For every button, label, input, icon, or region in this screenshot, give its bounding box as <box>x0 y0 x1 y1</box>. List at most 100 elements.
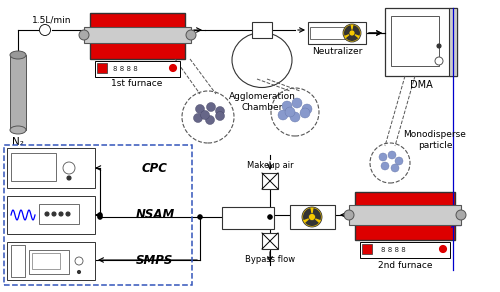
Bar <box>391 16 439 66</box>
Bar <box>290 205 335 229</box>
Bar <box>11 153 56 181</box>
Circle shape <box>52 212 56 216</box>
Circle shape <box>216 107 224 116</box>
Text: Bypass flow: Bypass flow <box>245 256 295 265</box>
Bar <box>7 148 95 188</box>
Bar <box>95 61 180 77</box>
Circle shape <box>206 116 214 124</box>
Text: DMA: DMA <box>410 80 432 90</box>
Circle shape <box>381 162 389 170</box>
Circle shape <box>200 110 209 119</box>
Circle shape <box>388 151 396 159</box>
Bar <box>10 55 26 130</box>
Circle shape <box>45 212 49 216</box>
Bar <box>360 242 450 258</box>
Circle shape <box>300 108 310 118</box>
Bar <box>90 13 185 59</box>
Bar <box>310 27 346 39</box>
Circle shape <box>440 246 446 253</box>
Wedge shape <box>312 208 321 220</box>
Wedge shape <box>344 25 352 36</box>
Circle shape <box>216 112 224 121</box>
Bar <box>449 8 457 76</box>
Bar <box>7 196 95 234</box>
Circle shape <box>63 162 75 174</box>
Circle shape <box>206 102 216 112</box>
Text: Agglomeration
Chamber: Agglomeration Chamber <box>228 92 296 112</box>
Circle shape <box>67 176 71 180</box>
Bar <box>362 244 372 254</box>
Wedge shape <box>303 208 312 220</box>
Circle shape <box>344 210 354 220</box>
Text: N₂: N₂ <box>12 137 24 147</box>
Circle shape <box>268 215 272 219</box>
Circle shape <box>282 101 292 111</box>
Circle shape <box>349 30 355 36</box>
Circle shape <box>66 212 70 216</box>
Bar <box>355 192 455 240</box>
Bar <box>308 22 366 44</box>
Text: Makeup air: Makeup air <box>246 161 294 169</box>
Circle shape <box>290 112 300 122</box>
Bar <box>97 63 107 73</box>
Circle shape <box>302 207 322 227</box>
Wedge shape <box>346 33 358 41</box>
Circle shape <box>370 143 410 183</box>
Polygon shape <box>45 257 52 267</box>
Circle shape <box>198 215 202 219</box>
Circle shape <box>59 212 63 216</box>
Text: Monodisperse
particle: Monodisperse particle <box>404 130 466 150</box>
Circle shape <box>98 213 102 217</box>
Text: 8 8 8 8: 8 8 8 8 <box>380 247 406 253</box>
Bar <box>84 27 191 43</box>
Text: NSAM: NSAM <box>136 208 174 222</box>
Wedge shape <box>352 25 360 36</box>
Ellipse shape <box>10 126 26 134</box>
Circle shape <box>391 164 399 172</box>
Bar <box>32 253 60 269</box>
Bar <box>222 207 274 229</box>
Circle shape <box>170 65 176 72</box>
Text: CPC: CPC <box>142 161 168 175</box>
Text: Neutralizer: Neutralizer <box>312 48 362 56</box>
Ellipse shape <box>232 32 292 88</box>
Bar <box>7 242 95 280</box>
Bar <box>39 204 79 224</box>
Circle shape <box>186 30 196 40</box>
Circle shape <box>343 24 361 42</box>
Circle shape <box>395 157 403 165</box>
Circle shape <box>285 107 295 117</box>
Circle shape <box>292 98 302 108</box>
Circle shape <box>278 110 288 120</box>
Ellipse shape <box>10 51 26 59</box>
Polygon shape <box>38 257 45 267</box>
Circle shape <box>196 105 204 114</box>
Circle shape <box>437 44 441 48</box>
Circle shape <box>75 257 83 265</box>
Bar <box>4 145 192 285</box>
Text: 8 8 8 8: 8 8 8 8 <box>112 66 138 72</box>
Circle shape <box>302 104 312 114</box>
Wedge shape <box>305 217 319 226</box>
Text: 1.5L/min: 1.5L/min <box>32 15 72 25</box>
Circle shape <box>308 213 316 220</box>
Circle shape <box>456 210 466 220</box>
Text: 1st furnace: 1st furnace <box>112 79 162 88</box>
Bar <box>262 233 278 249</box>
Circle shape <box>98 215 102 219</box>
Circle shape <box>435 57 443 65</box>
Circle shape <box>194 114 202 123</box>
Text: 2nd furnace: 2nd furnace <box>378 260 432 270</box>
Circle shape <box>271 88 319 136</box>
Circle shape <box>379 153 387 161</box>
Bar <box>385 8 457 76</box>
Text: SMPS: SMPS <box>136 255 173 267</box>
Bar <box>11 245 25 277</box>
Bar <box>29 250 69 274</box>
Circle shape <box>182 91 234 143</box>
Bar <box>252 22 272 38</box>
Bar <box>262 173 278 189</box>
Circle shape <box>78 270 80 274</box>
Circle shape <box>79 30 89 40</box>
Bar <box>349 205 461 225</box>
